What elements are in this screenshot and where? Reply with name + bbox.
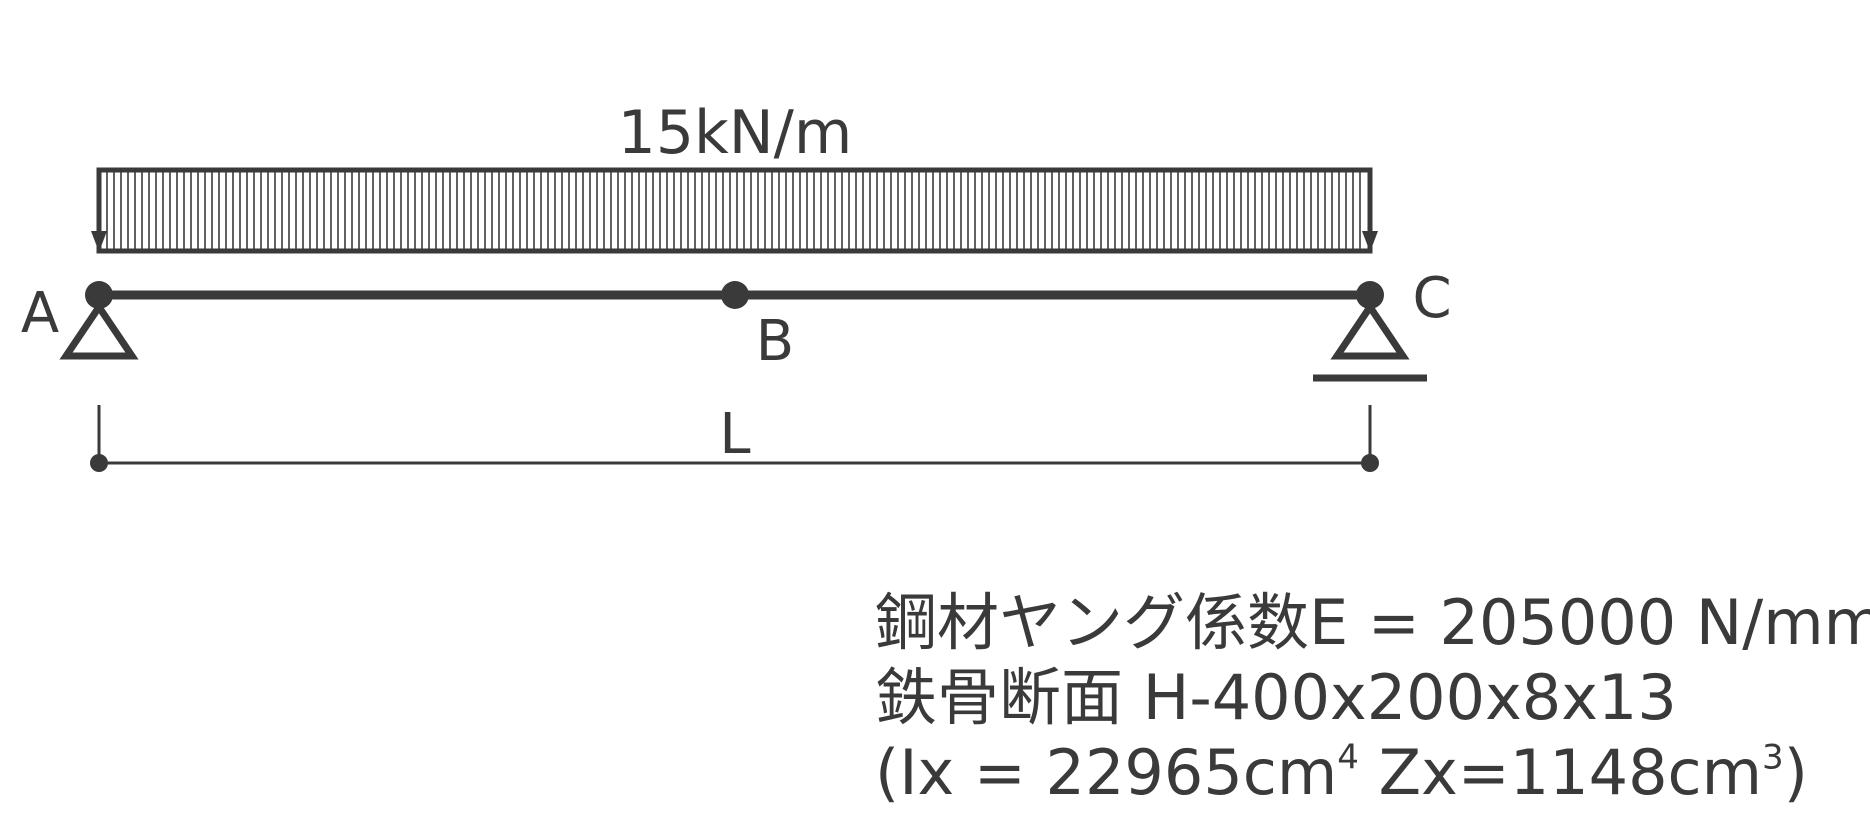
roller-support-c <box>1330 300 1410 360</box>
node-b <box>721 281 749 309</box>
load-label: 15kN/m <box>618 98 853 168</box>
zx-exponent: 3 <box>1762 737 1784 778</box>
span-dimension <box>90 405 1379 472</box>
distributed-load <box>91 167 1378 254</box>
load-hatch <box>106 172 1361 249</box>
zx-value: Zx=1148cm <box>1358 736 1763 809</box>
load-arrow-left-head <box>91 231 107 252</box>
section-properties-text: (Ix = 22965cm4 Zx=1148cm3) <box>875 740 1808 804</box>
label-c: C <box>1412 266 1451 331</box>
label-a: A <box>21 281 59 346</box>
youngs-modulus-value: 鋼材ヤング係数E = 205000 N/mm <box>875 586 1870 659</box>
span-label: L <box>719 402 750 467</box>
node-c <box>1356 281 1384 309</box>
load-arrow-right-head <box>1362 231 1378 252</box>
label-b: B <box>756 309 794 374</box>
youngs-modulus-text: 鋼材ヤング係数E = 205000 N/mm2 <box>875 592 1870 654</box>
closing-paren: ) <box>1783 736 1808 809</box>
ix-value: (Ix = 22965cm <box>875 736 1338 809</box>
dim-dot-left <box>90 454 108 472</box>
dim-dot-right <box>1361 454 1379 472</box>
pin-support-a <box>59 300 139 360</box>
section-text: 鉄骨断面 H-400x200x8x13 <box>875 661 1677 734</box>
ix-exponent: 4 <box>1337 737 1359 778</box>
node-a <box>85 281 113 309</box>
